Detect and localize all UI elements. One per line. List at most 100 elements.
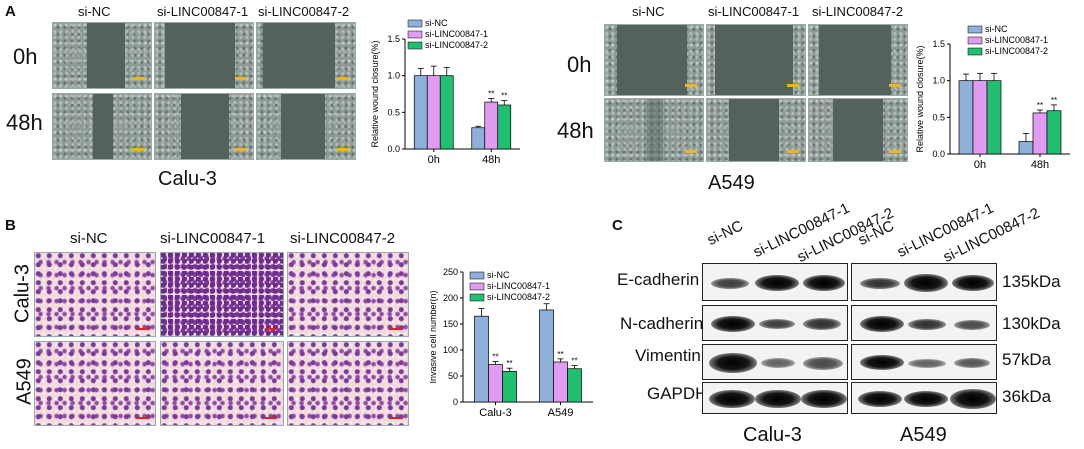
col-label-si-nc: si-NC — [70, 230, 108, 247]
significance-label: ** — [571, 357, 577, 366]
x-tick-label: A549 — [548, 407, 574, 419]
legend-label: si-LINC00847-1 — [425, 29, 488, 39]
col-label-si-nc: si-NC — [632, 4, 665, 19]
y-tick-label: 1.5 — [932, 39, 945, 49]
col-label-si-linc-2: si-LINC00847-2 — [290, 230, 396, 247]
wound-closure-chart-calu3: 0.0 0.5 1.0 1.5 Relative wound closure(%) 0h *… — [370, 18, 520, 166]
bar — [439, 75, 454, 150]
blot-gapdh-a549 — [851, 382, 997, 414]
blot-ncad-a549 — [851, 305, 997, 341]
col-label-si-linc-2: si-LINC00847-2 — [258, 4, 350, 19]
bar — [484, 101, 499, 150]
transwell-image — [34, 252, 156, 337]
kda-label: 57kDa — [1002, 350, 1052, 369]
bar — [567, 368, 582, 403]
bar — [497, 104, 512, 150]
col-label-si-linc-1: si-LINC00847-1 — [157, 4, 249, 19]
legend-label: si-LINC00847-1 — [985, 35, 1048, 45]
wound-image — [808, 24, 908, 96]
blot-vim-a549 — [851, 344, 997, 380]
legend-swatch — [469, 282, 485, 291]
significance-label: ** — [492, 352, 498, 361]
x-tick-label: 0h — [428, 154, 440, 166]
cell-line-a549: A549 — [708, 172, 755, 194]
x-tick-label: 48h — [482, 154, 500, 166]
x-tick-label: Calu-3 — [479, 407, 511, 419]
protein-label-ncad: N-cadherin — [620, 314, 704, 333]
invasive-cell-chart: 0 50 100 150 200 250 Invasive cell number(n) Ca… — [430, 267, 593, 419]
bar — [474, 315, 489, 403]
significance-label: ** — [1051, 96, 1057, 105]
wound-image — [154, 22, 254, 89]
row-label-calu3: Calu-3 — [11, 264, 34, 323]
blot-gapdh-calu3 — [702, 382, 848, 414]
wound-image — [808, 98, 908, 162]
wound-image — [604, 24, 704, 96]
blot-ecad-calu3 — [702, 263, 848, 301]
bar — [972, 80, 988, 155]
transwell-image — [160, 341, 284, 426]
protein-label-vim: Vimentin — [635, 346, 701, 365]
bar — [958, 80, 974, 155]
col-label-si-linc-1: si-LINC00847-1 — [708, 4, 800, 19]
legend-label: si-LINC00847-2 — [425, 40, 488, 50]
panel-b-label: B — [5, 217, 16, 234]
legend-swatch — [469, 271, 485, 280]
x-tick-label: 0h — [974, 159, 986, 171]
y-tick-label: 0.0 — [387, 144, 400, 154]
blot-cell-line-a549: A549 — [900, 424, 947, 446]
legend-label: si-NC — [985, 24, 1008, 34]
bar — [426, 75, 441, 150]
wound-image — [256, 22, 356, 89]
wound-closure-chart-a549: 0.0 0.5 1.0 1.5 Relative wound closure(%) 0h *… — [915, 24, 1070, 171]
row-label-0h: 0h — [13, 44, 38, 69]
legend-swatch — [407, 41, 423, 50]
panel-c-label: C — [612, 217, 623, 234]
y-tick-label: 50 — [448, 371, 458, 381]
significance-label: ** — [488, 89, 494, 98]
panel-a-label: A — [5, 3, 16, 20]
wound-image — [154, 93, 254, 160]
protein-label-gapdh: GAPDH — [647, 384, 708, 403]
blot-ncad-calu3 — [702, 305, 848, 341]
bar — [413, 75, 428, 150]
bar — [1032, 112, 1048, 155]
wound-image — [706, 24, 806, 96]
y-axis-label: Relative wound closure(%) — [915, 45, 925, 152]
x-tick-label: 48h — [1031, 159, 1049, 171]
legend-swatch — [967, 25, 983, 34]
legend-swatch — [407, 30, 423, 39]
bar — [502, 370, 517, 403]
kda-label: 130kDa — [1002, 314, 1061, 333]
bar — [539, 309, 554, 403]
y-tick-label: 250 — [443, 267, 458, 277]
col-label-si-linc-1: si-LINC00847-1 — [160, 230, 266, 247]
legend-swatch — [407, 19, 423, 28]
y-tick-label: 1.0 — [387, 71, 400, 81]
wound-image — [52, 93, 152, 160]
transwell-image — [287, 341, 409, 426]
bar — [1046, 110, 1062, 155]
y-tick-label: 100 — [443, 345, 458, 355]
significance-label: ** — [506, 359, 512, 368]
legend-label: si-NC — [425, 18, 448, 28]
bar — [488, 364, 503, 403]
protein-label-ecad: E-cadherin — [617, 270, 700, 289]
y-tick-label: 0.5 — [387, 107, 400, 117]
kda-label: 36kDa — [1002, 387, 1052, 406]
col-label-si-nc: si-NC — [78, 4, 111, 19]
blot-cell-line-calu3: Calu-3 — [743, 424, 802, 446]
bar — [986, 80, 1002, 155]
y-tick-label: 0.5 — [932, 112, 945, 122]
legend-label: si-LINC00847-2 — [487, 292, 550, 302]
legend-swatch — [469, 293, 485, 302]
y-tick-label: 0.0 — [932, 149, 945, 159]
transwell-image — [287, 252, 409, 337]
y-tick-label: 200 — [443, 293, 458, 303]
bar — [471, 127, 486, 150]
bar — [553, 361, 568, 403]
kda-label: 135kDa — [1002, 272, 1061, 291]
blot-vim-calu3 — [702, 344, 848, 380]
significance-label: ** — [1037, 101, 1043, 110]
legend-swatch — [967, 36, 983, 45]
